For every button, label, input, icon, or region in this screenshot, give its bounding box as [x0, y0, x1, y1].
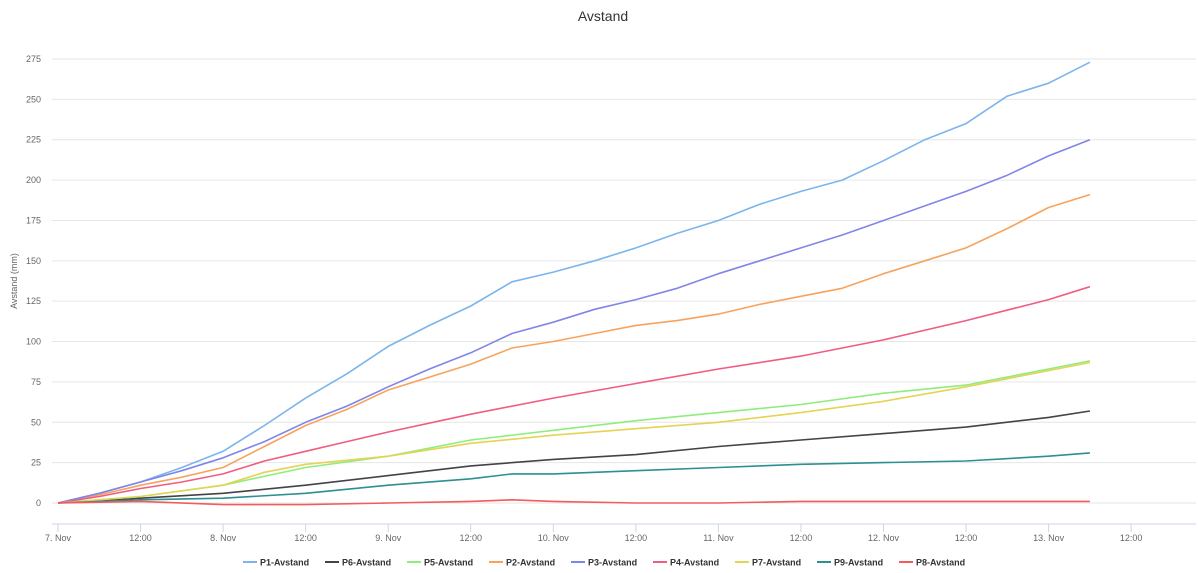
legend-item[interactable]: P6-Avstand: [325, 558, 391, 568]
series-line-p8-avstand[interactable]: [57, 499, 1090, 506]
y-tick-label: 50: [31, 417, 41, 427]
grid-lines: [52, 58, 1196, 504]
legend-label: P7-Avstand: [752, 558, 801, 568]
y-tick-label: 200: [26, 175, 41, 185]
legend-item[interactable]: P1-Avstand: [243, 558, 309, 568]
x-tick-label: 12:00: [1120, 533, 1143, 543]
y-tick-label: 25: [31, 458, 41, 468]
x-axis: 7. Nov 12:00 8. Nov 12:00 9. Nov 12:00 10. Nov…: [45, 523, 1196, 543]
x-tick-label: 13. Nov: [1033, 533, 1065, 543]
y-tick-label: 250: [26, 94, 41, 104]
y-tick-label: 175: [26, 215, 41, 225]
y-tick-label: 0: [36, 498, 41, 508]
x-tick-label: 12:00: [955, 533, 978, 543]
series-line-p3-avstand[interactable]: [57, 138, 1091, 504]
y-tick-label: 125: [26, 296, 41, 306]
series-lines: [57, 61, 1091, 506]
y-tick-label: 75: [31, 377, 41, 387]
y-tick-label: 225: [26, 135, 41, 145]
x-tick-label: 12:00: [790, 533, 813, 543]
legend-label: P9-Avstand: [834, 558, 883, 568]
x-tick-label: 11. Nov: [703, 533, 734, 543]
series-line-p4-avstand[interactable]: [57, 285, 1091, 504]
legend-label: P3-Avstand: [588, 558, 637, 568]
x-tick-label: 12:00: [625, 533, 648, 543]
legend-item[interactable]: P7-Avstand: [735, 558, 801, 568]
legend-item[interactable]: P4-Avstand: [653, 558, 719, 568]
legend-label: P1-Avstand: [260, 558, 309, 568]
y-tick-label: 100: [26, 337, 41, 347]
series-line-p2-avstand[interactable]: [57, 193, 1091, 504]
chart-title: Avstand: [578, 8, 628, 24]
legend-label: P8-Avstand: [916, 558, 965, 568]
series-line-p6-avstand[interactable]: [57, 410, 1091, 504]
x-tick-label: 8. Nov: [210, 533, 237, 543]
x-tick-label: 12:00: [294, 533, 317, 543]
series-line-p5-avstand[interactable]: [57, 360, 1091, 504]
x-tick-label: 10. Nov: [538, 533, 570, 543]
x-tick-label: 9. Nov: [375, 533, 402, 543]
x-tick-label: 12. Nov: [868, 533, 900, 543]
legend-item[interactable]: P2-Avstand: [489, 558, 555, 568]
legend-label: P6-Avstand: [342, 558, 391, 568]
x-tick-label: 12:00: [129, 533, 152, 543]
y-tick-label: 275: [26, 54, 41, 64]
y-tick-label: 150: [26, 256, 41, 266]
series-line-p7-avstand[interactable]: [57, 361, 1091, 504]
x-tick-label: 7. Nov: [45, 533, 72, 543]
legend-label: P5-Avstand: [424, 558, 473, 568]
legend: P1-Avstand P6-Avstand P5-Avstand P2-Avstand…: [243, 558, 965, 568]
x-tick-label: 12:00: [459, 533, 482, 543]
series-line-p1-avstand[interactable]: [57, 61, 1091, 504]
y-axis-label: Avstand (mm): [9, 253, 19, 309]
legend-item[interactable]: P8-Avstand: [899, 558, 965, 568]
y-axis-ticks: 0 25 50 75 100 125 150 175 200 225 250 275: [26, 54, 41, 508]
legend-item[interactable]: P5-Avstand: [407, 558, 473, 568]
legend-item[interactable]: P3-Avstand: [571, 558, 637, 568]
legend-label: P4-Avstand: [670, 558, 719, 568]
legend-label: P2-Avstand: [506, 558, 555, 568]
legend-item[interactable]: P9-Avstand: [817, 558, 883, 568]
series-line-p9-avstand[interactable]: [57, 452, 1090, 504]
